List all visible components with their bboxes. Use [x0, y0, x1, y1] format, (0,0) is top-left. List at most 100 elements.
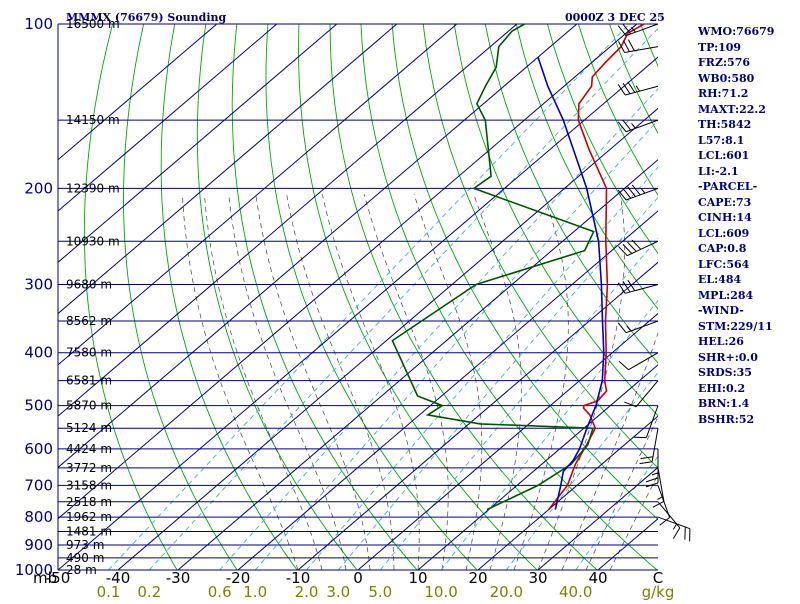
index-line: EHI:0.2 — [698, 381, 798, 397]
height-label: 9680 m — [66, 278, 112, 292]
height-label: 14150 m — [66, 113, 120, 127]
sounding-title: MMMX (76679) Sounding — [66, 11, 227, 24]
index-line: HEL:26 — [698, 334, 798, 350]
mixing-ratio-label: 0.2 — [137, 583, 161, 600]
moist-adiabat — [182, 194, 298, 570]
height-label: 8562 m — [66, 314, 112, 328]
height-label: 12390 m — [66, 181, 120, 195]
mixing-ratio-label: 10.0 — [424, 583, 457, 600]
index-line: SHR+:0.0 — [698, 350, 798, 366]
pressure-label: 200 — [24, 179, 53, 197]
wind-barb-staff — [629, 353, 658, 370]
observation-time: 0000Z 3 DEC 25 — [565, 11, 665, 24]
wind-barb-flag — [628, 82, 635, 93]
index-line: BRN:1.4 — [698, 396, 798, 412]
pressure-label: 300 — [24, 276, 53, 294]
wind-barb-staff — [646, 406, 658, 438]
index-line: BSHR:52 — [698, 412, 798, 428]
isotherm — [118, 24, 757, 570]
mixing-ratio-label: 0.1 — [97, 583, 121, 600]
wind-barb — [618, 40, 658, 53]
wind-barb — [619, 353, 658, 370]
height-label: 1481 m — [66, 525, 112, 539]
mixing-ratio-line — [109, 24, 630, 570]
index-line: LCL:609 — [698, 226, 798, 242]
temp-tick-label: 0 — [353, 569, 363, 587]
mixing-ratio-label: 40.0 — [559, 583, 592, 600]
height-label: 6581 m — [66, 374, 112, 388]
pressure-label: 900 — [24, 536, 53, 554]
wind-barb-flag — [628, 280, 635, 291]
wind-barb — [634, 406, 658, 438]
temp-tick-label: 30 — [528, 569, 547, 587]
index-line: TH:5842 — [698, 117, 798, 133]
temp-tick-label: -30 — [166, 569, 191, 587]
index-line: RH:71.2 — [698, 86, 798, 102]
wind-barb — [658, 502, 680, 539]
index-line: MAXT:22.2 — [698, 102, 798, 118]
index-line: CAP:0.8 — [698, 241, 798, 257]
wind-barb — [618, 185, 658, 200]
moist-adiabat — [256, 194, 370, 570]
grid-lines — [0, 24, 800, 570]
moist-adiabat — [229, 194, 346, 570]
height-label: 10930 m — [66, 234, 120, 248]
mixing-ratio-label: 3.0 — [326, 583, 350, 600]
index-line: FRZ:576 — [698, 55, 798, 71]
index-line: WB0:580 — [698, 71, 798, 87]
pressure-label: 600 — [24, 440, 53, 458]
index-line: LCL:601 — [698, 148, 798, 164]
wind-barb-half — [673, 524, 676, 529]
height-label: 1962 m — [66, 510, 112, 524]
moist-adiabat — [514, 194, 568, 570]
index-line: L57:8.1 — [698, 133, 798, 149]
wind-barb-half — [652, 473, 658, 475]
wind-barb — [618, 82, 658, 95]
temp-tick-label: -50 — [46, 569, 71, 587]
wind-barb-flag — [619, 361, 628, 369]
mixing-ratio-line — [255, 24, 747, 570]
wind-barb-flag — [623, 41, 629, 52]
temp-tick-label: 20 — [468, 569, 487, 587]
index-line: EL:484 — [698, 272, 798, 288]
mixing-ratio-label: 20.0 — [490, 583, 523, 600]
mixing-ratio-label: 5.0 — [368, 583, 392, 600]
wind-barb-flag — [640, 462, 653, 464]
wind-barb-half — [627, 326, 631, 331]
wind-barb-staff — [627, 241, 658, 255]
index-line: SRDS:35 — [698, 365, 798, 381]
mixing-ratio-label: g/kg — [642, 583, 675, 600]
wind-barb-staff — [658, 485, 670, 517]
wind-barb-staff — [652, 428, 658, 461]
dry-adiabat — [266, 24, 477, 570]
pressure-label: 500 — [24, 397, 53, 415]
wind-barb-flag — [628, 40, 634, 51]
wind-barb-flag — [618, 323, 626, 333]
wind-barb-half — [632, 123, 636, 128]
moist-adiabat — [562, 194, 691, 570]
mixing-ratio-line — [149, 24, 662, 570]
pressure-label: 100 — [24, 15, 53, 33]
index-line: MPL:284 — [698, 288, 798, 304]
wind-barb-half — [636, 86, 639, 91]
mixing-ratio-label: 2.0 — [295, 583, 319, 600]
index-line: -WIND- — [698, 303, 798, 319]
pressure-label: 700 — [24, 476, 53, 494]
index-line: LI:-2.1 — [698, 164, 798, 180]
wind-barb-staff — [626, 321, 658, 333]
index-line: LFC:564 — [698, 257, 798, 273]
dry-adiabat — [361, 24, 657, 570]
index-line: WMO:76679 — [698, 24, 798, 40]
height-label: 7580 m — [66, 346, 112, 360]
pressure-label: 800 — [24, 508, 53, 526]
height-label: 3158 m — [66, 478, 112, 492]
index-line: STM:229/11 — [698, 319, 798, 335]
height-label: 5124 m — [66, 421, 112, 435]
wind-barb-staff — [658, 468, 664, 501]
pressure-label: 400 — [24, 344, 53, 362]
wind-barb — [618, 280, 658, 293]
height-label: 5870 m — [66, 399, 112, 413]
wind-barb-flag — [673, 528, 680, 539]
